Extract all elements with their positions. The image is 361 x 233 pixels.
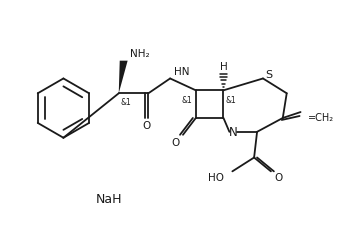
Text: N: N bbox=[229, 126, 238, 139]
Text: NaH: NaH bbox=[96, 192, 122, 206]
Text: &1: &1 bbox=[121, 98, 131, 107]
Text: O: O bbox=[142, 121, 151, 131]
Text: HO: HO bbox=[208, 173, 225, 183]
Text: &1: &1 bbox=[181, 96, 192, 105]
Text: H: H bbox=[219, 62, 227, 72]
Text: O: O bbox=[275, 173, 283, 183]
Text: =CH₂: =CH₂ bbox=[308, 113, 335, 123]
Text: S: S bbox=[265, 69, 273, 79]
Polygon shape bbox=[119, 61, 128, 93]
Text: NH₂: NH₂ bbox=[130, 49, 149, 59]
Text: HN: HN bbox=[174, 67, 190, 77]
Text: &1: &1 bbox=[226, 96, 236, 105]
Text: O: O bbox=[171, 138, 179, 148]
